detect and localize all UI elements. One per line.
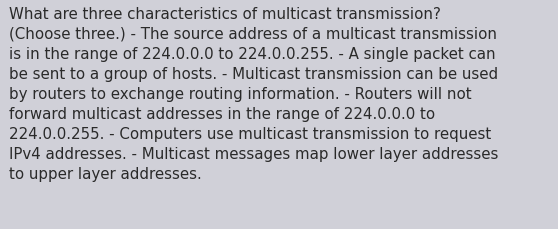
Text: What are three characteristics of multicast transmission?
(Choose three.) - The : What are three characteristics of multic… — [9, 7, 498, 181]
